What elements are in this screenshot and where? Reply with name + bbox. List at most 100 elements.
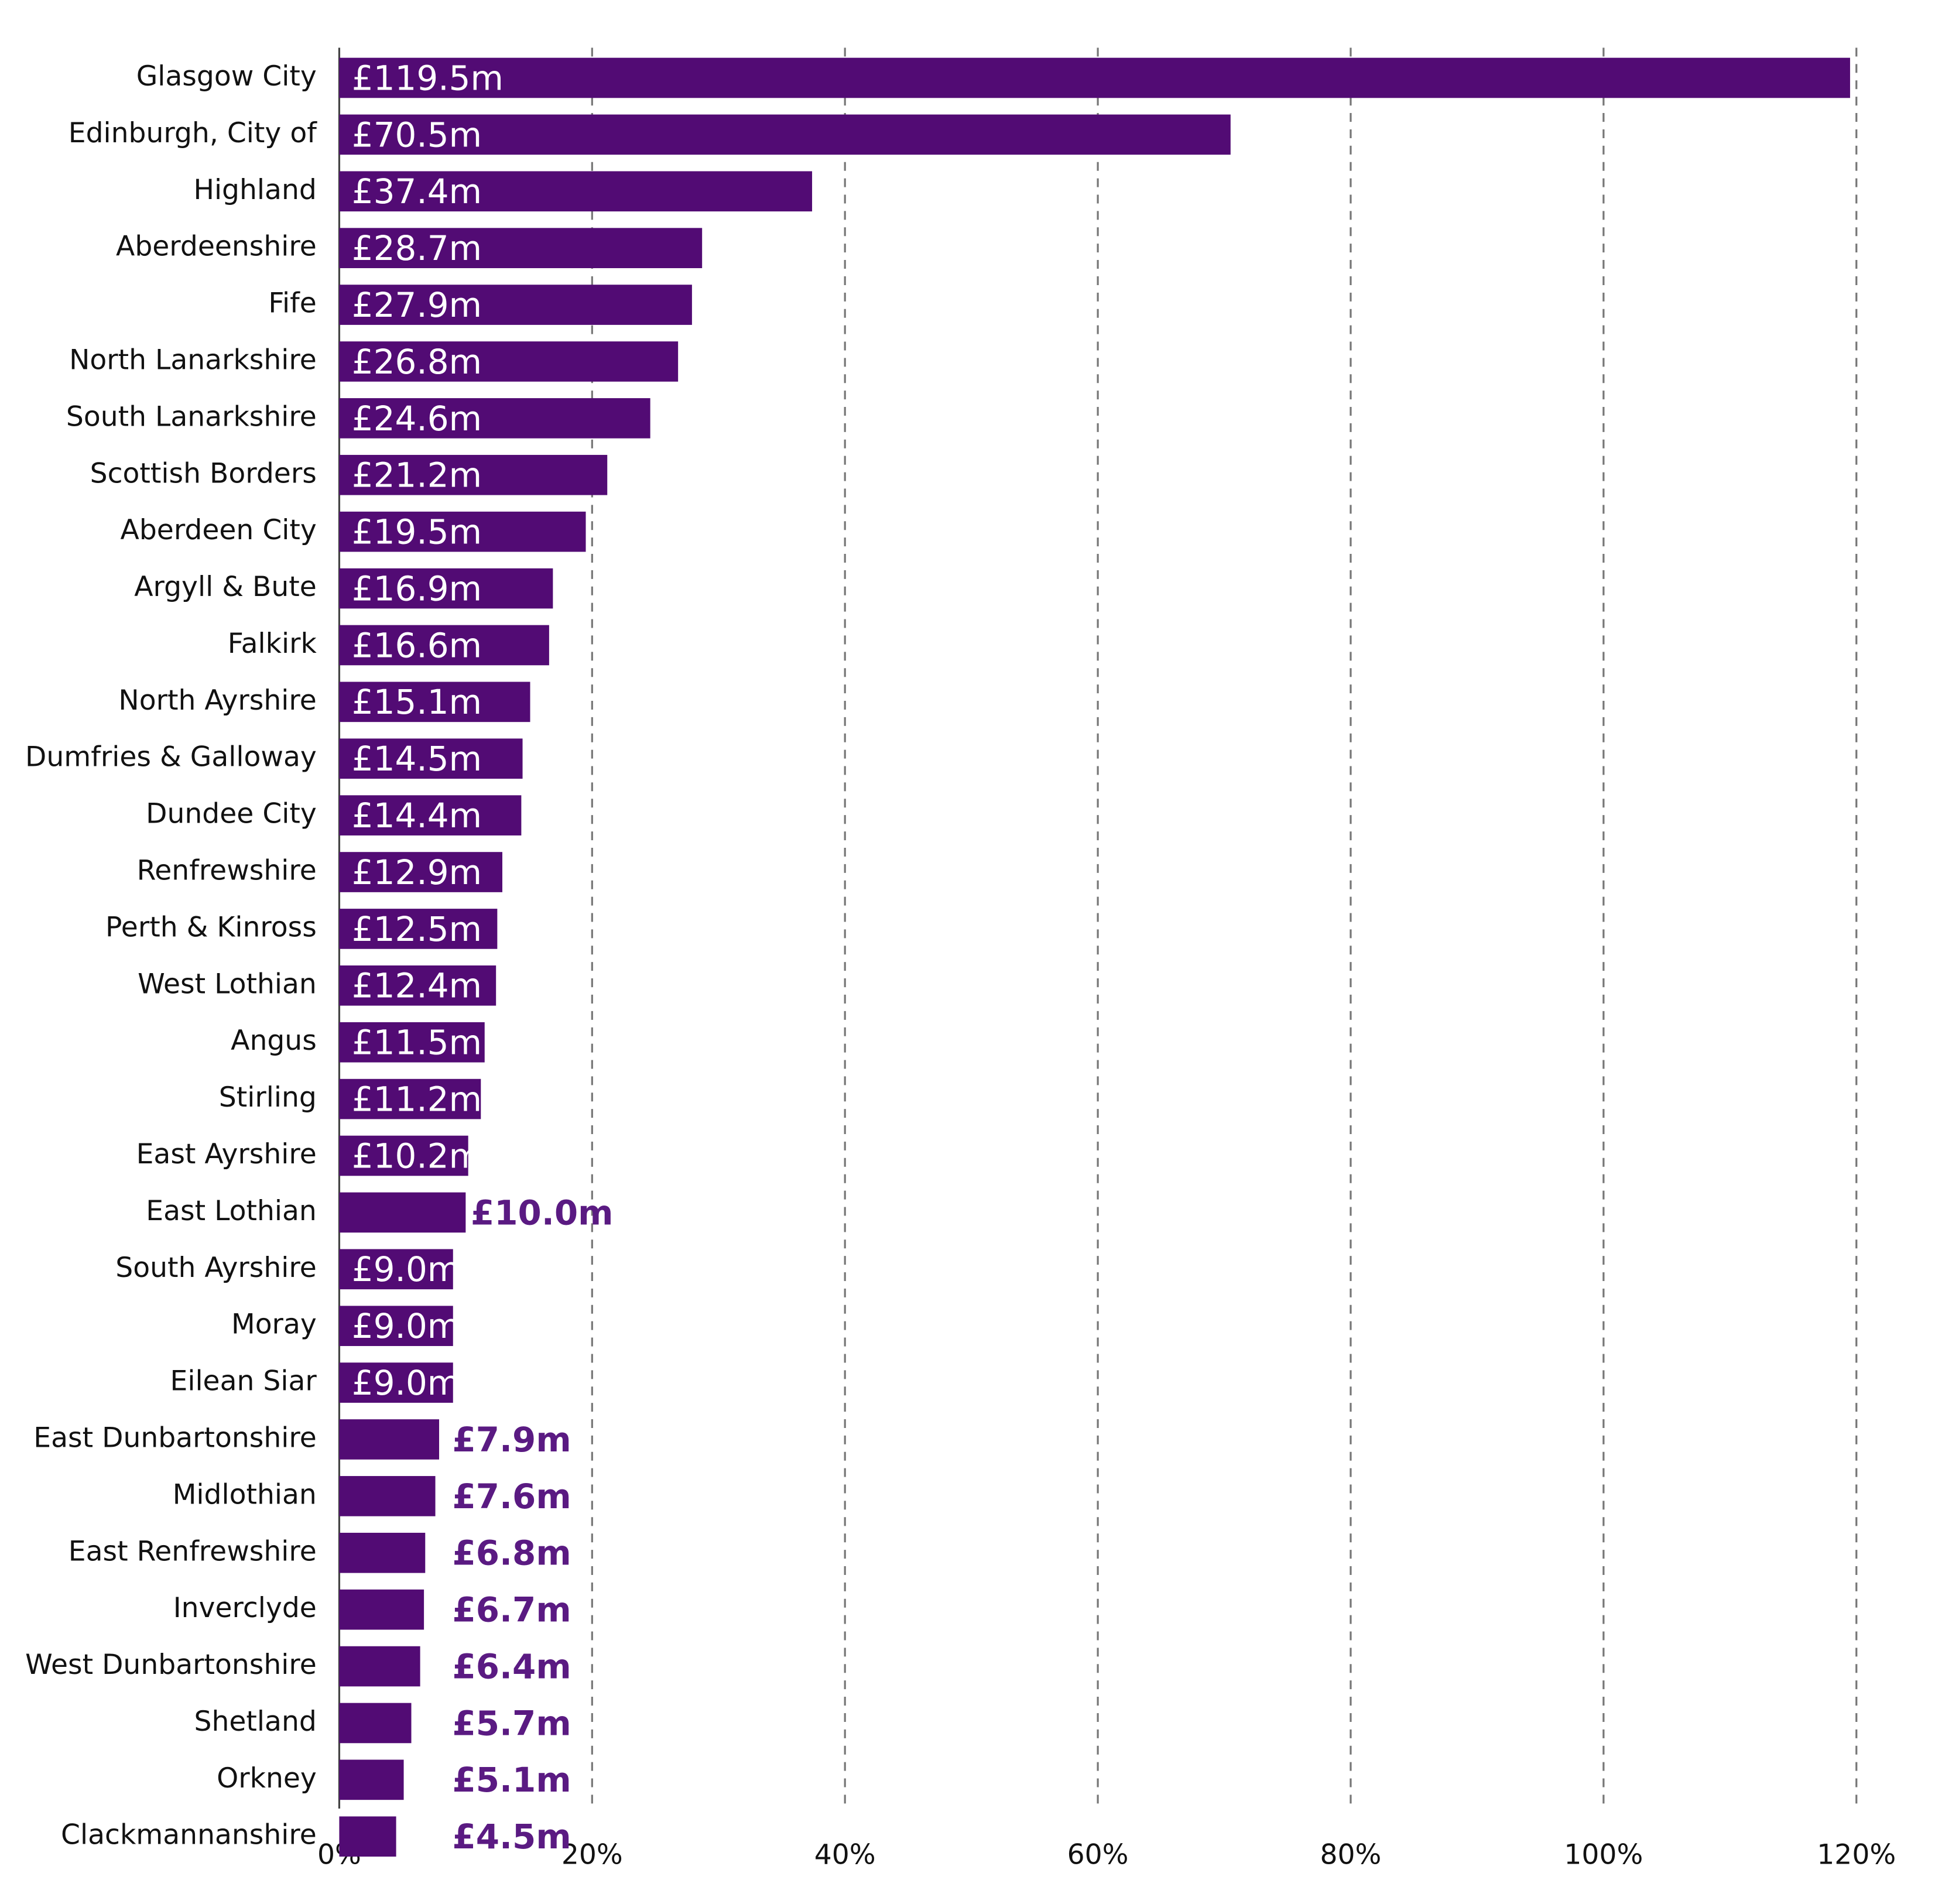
bar	[339, 1532, 426, 1573]
y-tick-label: Moray	[231, 1309, 317, 1341]
bar	[339, 1759, 404, 1800]
bar	[339, 341, 679, 382]
x-tick-label: 100%	[1564, 1838, 1643, 1871]
x-tick-label: 120%	[1817, 1838, 1896, 1871]
value-label: £26.8m	[352, 342, 482, 382]
bar	[339, 1192, 466, 1233]
value-label: £21.2m	[352, 456, 482, 495]
bar	[339, 909, 498, 949]
value-label: £6.4m	[452, 1646, 571, 1686]
bar	[339, 795, 522, 835]
bar	[339, 1306, 453, 1347]
bar	[339, 398, 650, 439]
bar	[339, 1135, 468, 1176]
bar	[339, 1816, 396, 1857]
y-tick-label: Stirling	[219, 1081, 317, 1114]
value-label: £70.5m	[352, 115, 482, 155]
value-label: £11.2m	[352, 1080, 482, 1119]
value-label: £11.5m	[352, 1023, 482, 1063]
x-tick-label: 40%	[814, 1838, 876, 1871]
y-tick-label: Aberdeenshire	[116, 231, 317, 263]
y-tick-label: Renfrewshire	[137, 855, 317, 887]
y-tick-label: Shetland	[194, 1706, 317, 1738]
y-tick-label: West Dunbartonshire	[25, 1649, 317, 1681]
bar	[339, 1646, 420, 1687]
value-label: £12.9m	[352, 852, 482, 892]
bar	[339, 454, 608, 495]
bar	[339, 1419, 440, 1460]
x-tick-label: 80%	[1320, 1838, 1382, 1871]
bar	[339, 285, 692, 325]
x-tick-label: 60%	[1067, 1838, 1129, 1871]
value-label: £119.5m	[352, 58, 504, 98]
bar	[339, 1362, 453, 1403]
bar	[339, 965, 496, 1006]
bar	[339, 568, 553, 609]
y-tick-label: North Lanarkshire	[69, 344, 317, 376]
value-label: £9.0m	[352, 1363, 460, 1403]
y-tick-label: Inverclyde	[173, 1592, 317, 1624]
y-tick-label: East Dunbartonshire	[33, 1422, 317, 1454]
value-label: £27.9m	[352, 285, 482, 325]
value-label: £4.5m	[452, 1817, 571, 1857]
value-label: £16.9m	[352, 569, 482, 608]
bar	[339, 1022, 485, 1063]
y-tick-label: East Lothian	[146, 1195, 317, 1227]
y-tick-label: South Ayrshire	[115, 1252, 317, 1284]
y-tick-label: Orkney	[217, 1762, 317, 1795]
y-tick-label: Perth & Kinross	[105, 911, 317, 943]
bar	[339, 228, 703, 269]
bar	[339, 625, 549, 666]
y-tick-label: Clackmannanshire	[61, 1819, 317, 1851]
value-label: £14.4m	[352, 796, 482, 835]
y-tick-label: Dundee City	[146, 798, 317, 830]
value-label: £5.7m	[452, 1703, 571, 1743]
y-tick-label: Argyll & Bute	[134, 571, 317, 603]
y-tick-label: Fife	[268, 287, 316, 320]
y-tick-label: Angus	[231, 1025, 317, 1057]
value-label: £5.1m	[452, 1760, 571, 1800]
bar	[339, 852, 502, 892]
bar	[339, 1589, 424, 1630]
y-tick-label: Glasgow City	[136, 60, 317, 93]
y-tick-label: West Lothian	[138, 968, 317, 1000]
y-tick-label: East Renfrewshire	[69, 1535, 317, 1567]
value-label: £28.7m	[352, 228, 482, 268]
value-label: £16.6m	[352, 625, 482, 665]
value-label: £12.4m	[352, 966, 482, 1006]
bar	[339, 682, 530, 722]
bar	[339, 511, 586, 552]
y-tick-label: Eilean Siar	[170, 1365, 317, 1398]
value-label: £10.0m	[471, 1193, 614, 1232]
value-label: £10.2m	[352, 1136, 482, 1176]
value-label: £24.6m	[352, 399, 482, 439]
y-tick-label: Dumfries & Galloway	[25, 741, 317, 773]
y-tick-label: Scottish Borders	[90, 457, 317, 489]
y-tick-label: Aberdeen City	[121, 514, 317, 546]
y-tick-label: East Ayrshire	[136, 1138, 317, 1170]
value-label: £15.1m	[352, 682, 482, 722]
x-tick-label: 20%	[561, 1838, 623, 1871]
y-tick-label: Edinburgh, City of	[69, 117, 317, 149]
bar	[339, 1703, 412, 1744]
value-label: £7.9m	[452, 1420, 571, 1460]
value-label: £9.0m	[352, 1306, 460, 1346]
value-label: £12.5m	[352, 909, 482, 949]
value-label: £9.0m	[352, 1249, 460, 1289]
y-tick-label: Falkirk	[228, 628, 317, 660]
bar	[339, 1078, 481, 1119]
bar	[339, 738, 523, 779]
y-tick-label: South Lanarkshire	[66, 400, 317, 433]
value-label: £7.6m	[452, 1477, 571, 1516]
bar	[339, 114, 1231, 155]
value-label: £14.5m	[352, 739, 482, 779]
value-label: £6.8m	[452, 1533, 571, 1573]
value-label: £6.7m	[452, 1590, 571, 1630]
value-label: £19.5m	[352, 512, 482, 552]
y-tick-label: North Ayrshire	[118, 684, 316, 717]
bar	[339, 57, 1850, 98]
y-tick-label: Midlothian	[173, 1478, 317, 1511]
bar	[339, 1249, 453, 1290]
value-label: £37.4m	[352, 172, 482, 211]
